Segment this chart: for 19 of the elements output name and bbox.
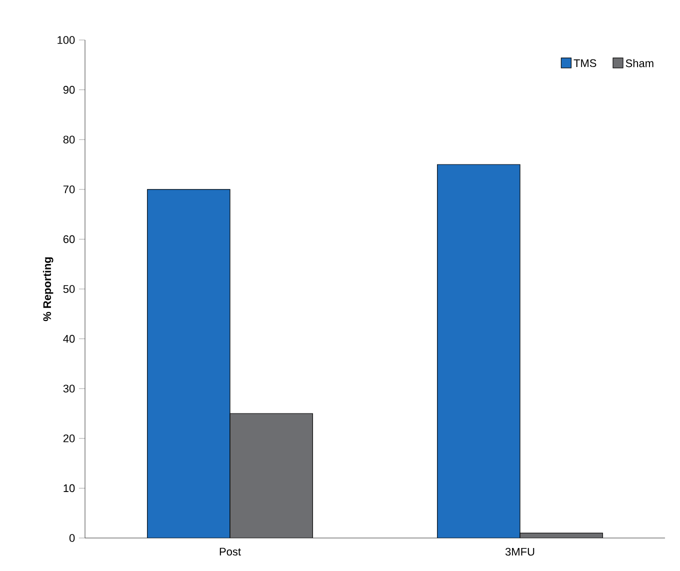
y-tick-label: 70	[63, 185, 75, 194]
y-axis-title: % Reporting	[42, 257, 54, 322]
y-tick-label: 80	[63, 136, 75, 144]
legend-label: Sham	[626, 59, 654, 68]
y-tick-label: 50	[63, 285, 75, 293]
legend-label: TMS	[574, 59, 596, 68]
y-tick-label: 60	[63, 235, 75, 244]
bar	[437, 164, 520, 538]
y-tick-label: 100	[58, 36, 75, 44]
bar	[230, 414, 313, 538]
y-tick-label: 10	[64, 484, 75, 492]
y-tick-label: 30	[63, 384, 75, 392]
y-tick-label: 40	[63, 334, 75, 343]
bar	[147, 189, 230, 538]
y-tick-label: 0	[69, 534, 75, 542]
x-tick-label: 3MFU	[505, 548, 534, 556]
y-tick-label: 90	[63, 86, 75, 94]
x-tick-label: Post	[220, 548, 241, 556]
y-tick-label: 20	[63, 434, 75, 442]
